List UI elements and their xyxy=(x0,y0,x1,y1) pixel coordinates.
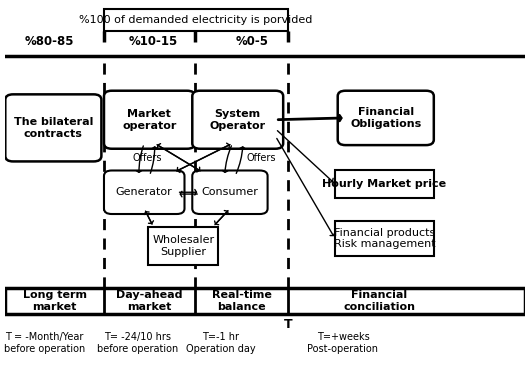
Text: Financial
Obligations: Financial Obligations xyxy=(350,107,421,129)
Text: Offers: Offers xyxy=(132,153,162,163)
FancyBboxPatch shape xyxy=(104,171,184,214)
Text: Offers: Offers xyxy=(247,153,276,163)
Text: %0-5: %0-5 xyxy=(235,35,269,48)
Text: %10-15: %10-15 xyxy=(129,35,178,48)
Text: Long term
market: Long term market xyxy=(23,290,86,312)
Text: Generator: Generator xyxy=(116,187,173,197)
FancyBboxPatch shape xyxy=(338,91,434,145)
Bar xyxy=(148,227,218,265)
Text: T: T xyxy=(284,318,293,331)
Text: Wholesaler
Supplier: Wholesaler Supplier xyxy=(152,235,214,256)
Text: %80-85: %80-85 xyxy=(25,35,74,48)
Text: T= -24/10 hrs
before operation: T= -24/10 hrs before operation xyxy=(97,332,179,353)
Text: System
Operator: System Operator xyxy=(210,109,266,131)
Bar xyxy=(335,171,434,198)
Text: T=-1 hr
Operation day: T=-1 hr Operation day xyxy=(186,332,255,353)
Text: Consumer: Consumer xyxy=(201,187,259,197)
Text: Financial
conciliation: Financial conciliation xyxy=(343,290,416,312)
Text: %100 of demanded electricity is porvided: %100 of demanded electricity is porvided xyxy=(80,15,313,25)
Text: Market
operator: Market operator xyxy=(122,109,176,131)
Text: Financial products
Risk management: Financial products Risk management xyxy=(334,228,435,249)
Text: The bilateral
contracts: The bilateral contracts xyxy=(14,117,93,139)
Text: Day-ahead
market: Day-ahead market xyxy=(116,290,182,312)
FancyBboxPatch shape xyxy=(5,94,101,161)
Text: T = -Month/Year
before operation: T = -Month/Year before operation xyxy=(4,332,85,353)
Bar xyxy=(5,288,525,314)
Bar xyxy=(104,9,288,31)
FancyBboxPatch shape xyxy=(192,171,268,214)
Text: T=+weeks
Post-operation: T=+weeks Post-operation xyxy=(307,332,378,353)
Text: Real-time
balance: Real-time balance xyxy=(211,290,271,312)
FancyBboxPatch shape xyxy=(104,91,195,149)
FancyBboxPatch shape xyxy=(192,91,283,149)
Text: Hourly Market price: Hourly Market price xyxy=(322,179,446,189)
Bar xyxy=(335,221,434,256)
